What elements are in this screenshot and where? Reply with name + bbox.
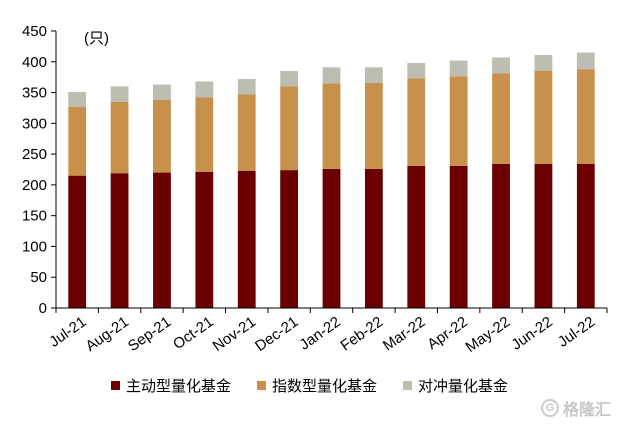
bar-segment-0 <box>110 173 129 308</box>
bar-segment-1 <box>68 106 87 176</box>
y-tick-label: 150 <box>22 208 47 225</box>
watermark-text: 格隆汇 <box>562 402 611 419</box>
x-axis: Jul-21Aug-21Sep-21Oct-21Nov-21Dec-21Jan-… <box>46 307 608 356</box>
bar-segment-1 <box>280 86 299 171</box>
bar-segment-2 <box>195 81 214 98</box>
bar-segment-1 <box>195 97 214 172</box>
bar-segment-1 <box>492 73 510 164</box>
bar-segment-1 <box>364 82 383 169</box>
bar-segment-2 <box>153 84 171 100</box>
y-tick-label: 250 <box>22 146 47 163</box>
y-axis: 0 50 100 150 200 250 300 350 400 450 <box>22 23 57 317</box>
y-tick-label: 200 <box>22 177 47 194</box>
x-tick-label: Nov-21 <box>210 313 259 355</box>
bar-segment-1 <box>407 78 426 166</box>
bar-segment-2 <box>68 91 87 107</box>
bar-segment-0 <box>534 163 553 308</box>
legend-swatch-index <box>256 380 266 390</box>
bar-segment-1 <box>449 76 468 166</box>
y-tick-label: 450 <box>22 23 47 40</box>
bar-segment-2 <box>576 52 595 70</box>
bar-segment-0 <box>364 168 383 308</box>
bar-segment-0 <box>68 175 87 308</box>
x-tick-label: Jul-22 <box>555 313 598 350</box>
bar-segment-2 <box>364 67 383 83</box>
legend-item-hedge: 对冲量化基金 <box>403 375 508 396</box>
bar-segment-2 <box>534 55 553 72</box>
x-tick-label: Dec-21 <box>252 313 301 355</box>
x-tick-label: Feb-22 <box>337 313 386 354</box>
bar-segment-0 <box>492 163 510 308</box>
bar-segment-1 <box>153 99 171 173</box>
bar-segment-1 <box>110 101 129 174</box>
y-tick-label: 300 <box>22 115 47 132</box>
watermark: G 格隆汇 <box>540 396 611 420</box>
bar-segment-0 <box>153 172 171 308</box>
x-tick-label: Jul-21 <box>46 313 89 350</box>
y-tick-label: 400 <box>22 54 47 71</box>
bar-segment-1 <box>576 69 595 164</box>
y-tick-label: 350 <box>22 85 47 102</box>
bar-segment-1 <box>237 94 256 171</box>
bar-segment-1 <box>322 83 341 169</box>
x-tick-label: Jan-22 <box>296 313 343 353</box>
bar-segment-0 <box>576 163 595 308</box>
bar-segment-0 <box>280 170 299 308</box>
legend-label-active: 主动型量化基金 <box>125 377 231 395</box>
y-tick-label: 50 <box>30 269 47 286</box>
x-tick-label: Sep-21 <box>125 313 174 355</box>
x-tick-label: Aug-21 <box>82 313 131 355</box>
y-tick-label: 0 <box>39 300 47 317</box>
unit-label: (只) <box>84 30 109 47</box>
bar-segment-2 <box>492 57 510 74</box>
x-tick-label: Oct-21 <box>170 313 217 353</box>
bar-segment-2 <box>280 71 299 87</box>
chart: 0 50 100 150 200 250 300 350 400 450 Jul-21Aug-21… <box>22 23 608 356</box>
legend-label-hedge: 对冲量化基金 <box>418 377 509 395</box>
bar-segment-2 <box>237 79 256 95</box>
y-tick-label: 100 <box>22 238 47 255</box>
legend-item-index: 指数型量化基金 <box>256 375 377 396</box>
watermark-logo-icon: G <box>540 399 559 417</box>
legend-swatch-hedge <box>403 380 412 390</box>
legend: 主动型量化基金 指数型量化基金 对冲量化基金 <box>0 372 619 398</box>
legend-swatch-active <box>110 380 120 390</box>
x-tick-label: Mar-22 <box>380 313 429 354</box>
bar-segment-0 <box>237 170 256 308</box>
bar-segment-0 <box>449 165 468 308</box>
x-tick-label: Jun-22 <box>508 313 555 353</box>
x-tick-label: Apr-22 <box>424 313 471 353</box>
bar-segment-2 <box>322 67 341 84</box>
bar-segment-0 <box>407 165 426 308</box>
bar-segment-2 <box>407 63 426 79</box>
bar-segment-2 <box>449 60 468 77</box>
bars <box>68 52 595 308</box>
legend-label-index: 指数型量化基金 <box>271 377 377 395</box>
legend-item-active: 主动型量化基金 <box>110 375 231 396</box>
bar-segment-0 <box>195 171 214 308</box>
x-tick-label: May-22 <box>463 313 514 356</box>
bar-segment-0 <box>322 168 341 308</box>
bar-segment-1 <box>534 71 553 164</box>
bar-segment-2 <box>110 86 129 102</box>
